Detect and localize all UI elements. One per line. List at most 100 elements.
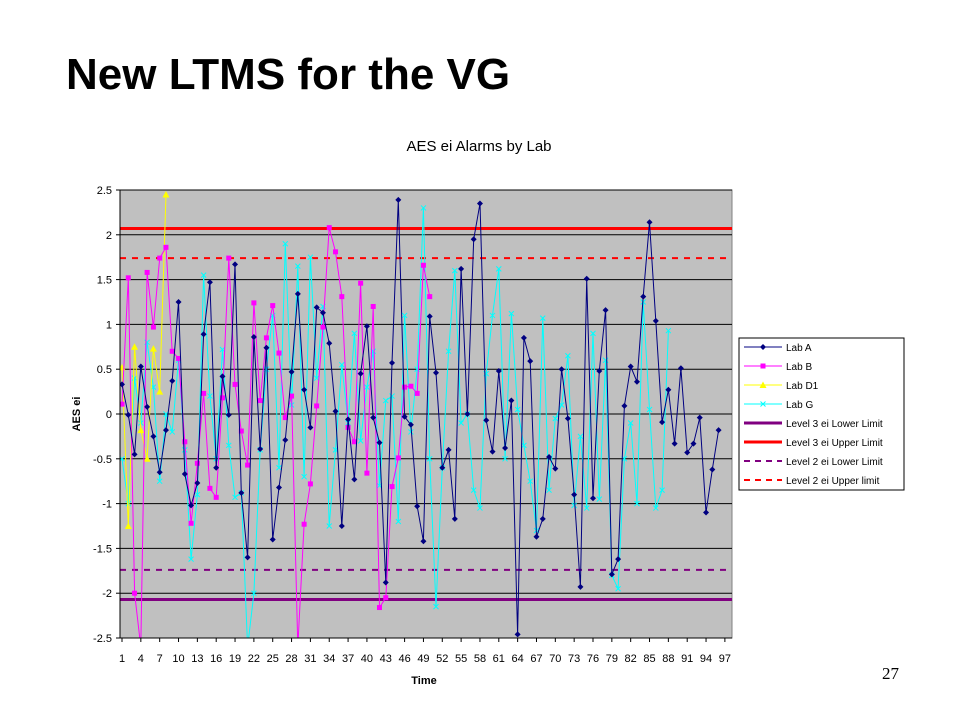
data-point-lab-b	[257, 398, 263, 404]
data-point-lab-a	[225, 411, 232, 418]
data-point-lab-a	[257, 445, 264, 452]
data-point-lab-a	[363, 323, 370, 330]
x-tick-label: 34	[323, 653, 335, 665]
data-point-lab-d1	[156, 388, 164, 395]
data-point-lab-a	[370, 414, 377, 421]
data-point-lab-a	[414, 503, 421, 510]
data-point-lab-g	[382, 397, 389, 404]
series-lab-b	[120, 225, 433, 638]
data-point-lab-g	[389, 393, 395, 399]
data-point-lab-a	[188, 502, 195, 509]
data-point-lab-a	[621, 402, 628, 409]
data-point-lab-a	[345, 416, 352, 423]
x-tick-label: 94	[700, 653, 712, 665]
data-point-lab-b	[320, 324, 326, 330]
data-point-lab-a	[602, 307, 609, 314]
data-point-lab-b	[144, 269, 150, 275]
data-point-lab-a	[640, 293, 647, 300]
y-tick-label: -2.5	[93, 633, 112, 645]
data-point-lab-a	[470, 236, 477, 243]
data-point-lab-a	[407, 421, 414, 428]
data-point-lab-d1	[131, 343, 139, 350]
data-point-lab-a	[527, 358, 534, 365]
legend-marker-lab-b	[760, 363, 766, 369]
data-point-lab-b	[176, 355, 182, 361]
data-point-lab-b	[157, 255, 163, 261]
data-point-lab-b	[232, 381, 238, 387]
y-tick-label: -2	[102, 588, 112, 600]
data-point-lab-a	[533, 533, 540, 540]
data-point-lab-b	[270, 303, 276, 309]
data-point-lab-b	[427, 294, 433, 300]
data-point-lab-g	[634, 500, 640, 507]
data-point-lab-d1	[149, 345, 157, 352]
data-point-lab-a	[696, 414, 703, 421]
data-point-lab-g	[326, 523, 333, 529]
data-point-lab-a	[294, 290, 301, 297]
data-point-lab-g	[137, 420, 144, 426]
data-point-lab-b	[351, 439, 357, 445]
x-tick-label: 61	[493, 653, 505, 665]
slide-title: New LTMS for the VG	[66, 50, 511, 99]
legend-marker-lab-g	[760, 401, 766, 407]
data-point-lab-a	[646, 219, 653, 226]
data-point-lab-g	[426, 455, 433, 462]
x-tick-label: 25	[267, 653, 279, 665]
data-point-lab-b	[150, 324, 156, 330]
data-point-lab-b	[201, 390, 207, 396]
data-point-lab-b	[213, 494, 219, 500]
data-point-lab-b	[370, 303, 376, 309]
data-point-lab-a	[564, 415, 571, 422]
data-point-lab-g	[181, 446, 188, 453]
legend: Lab A Lab B Lab D1 Lab G Level 3 ei Lower Li…	[738, 337, 905, 491]
x-tick-label: 28	[285, 653, 297, 665]
data-point-lab-a	[200, 331, 207, 338]
data-point-lab-a	[458, 265, 465, 272]
data-point-lab-a	[213, 464, 220, 471]
x-tick-label: 52	[436, 653, 448, 665]
data-point-lab-g	[357, 438, 364, 444]
data-point-lab-a	[571, 491, 578, 498]
data-point-lab-b	[314, 403, 320, 409]
data-point-lab-a	[615, 556, 622, 563]
chart-title: AES ei Alarms by Lab	[406, 138, 551, 155]
data-point-lab-a	[269, 536, 276, 543]
x-tick-label: 58	[474, 653, 486, 665]
data-point-lab-a	[181, 471, 188, 478]
data-point-lab-a	[546, 454, 553, 461]
data-point-lab-b	[364, 470, 370, 476]
data-point-lab-g	[458, 420, 464, 426]
x-axis-label: Time	[411, 675, 436, 687]
data-point-lab-g	[571, 502, 578, 509]
data-point-lab-g	[307, 254, 314, 261]
data-point-lab-a	[659, 419, 666, 426]
data-point-lab-b	[326, 225, 332, 231]
data-point-lab-b	[238, 428, 244, 434]
legend-label-level-3-ei-upper-limit: Level 3 ei Upper Limit	[786, 438, 883, 449]
data-point-lab-a	[319, 309, 326, 316]
data-point-lab-a	[665, 386, 672, 393]
data-point-lab-a	[558, 366, 565, 373]
data-point-lab-a	[583, 275, 590, 282]
data-point-lab-a	[144, 403, 151, 410]
data-point-lab-g	[364, 384, 370, 390]
data-point-lab-b	[408, 383, 414, 389]
data-point-lab-g	[200, 272, 207, 278]
data-point-lab-b	[182, 439, 188, 445]
x-tick-label: 82	[625, 653, 637, 665]
data-point-lab-b	[289, 393, 295, 399]
data-point-lab-a	[301, 386, 308, 393]
data-point-lab-b	[376, 605, 382, 611]
y-tick-label: 0.5	[97, 364, 112, 376]
axes: -2.5 -2 -1.5 -1 -0.5 0 0.5 1 1.5 2 2.5 1 4 7 10 13 16 19 2…	[93, 185, 732, 665]
x-tick-label: 64	[512, 653, 524, 665]
data-point-lab-b	[276, 350, 282, 356]
data-point-lab-g	[301, 473, 307, 480]
data-point-lab-b	[125, 275, 131, 281]
x-tick-label: 67	[530, 653, 542, 665]
series-line-lab-g	[121, 207, 669, 638]
data-point-lab-a	[125, 411, 132, 418]
data-point-lab-b	[219, 395, 225, 401]
series-line-lab-a	[121, 199, 720, 635]
